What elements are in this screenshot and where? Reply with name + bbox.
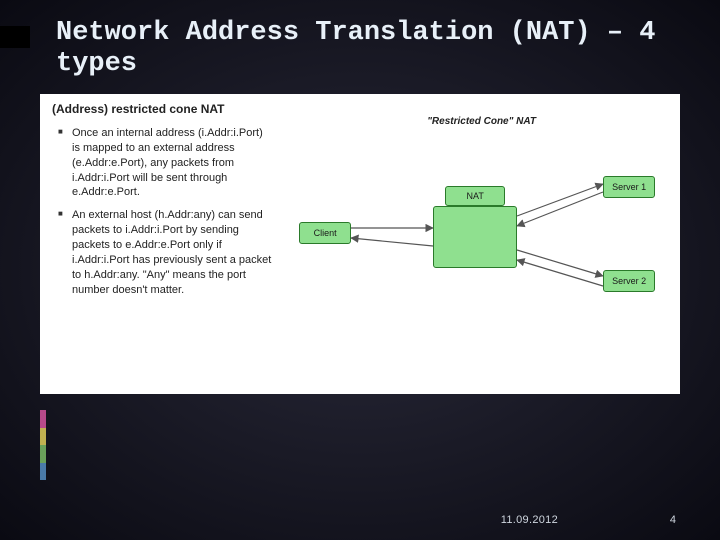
- diagram-title: "Restricted Cone" NAT: [427, 116, 536, 127]
- content-subheading: (Address) restricted cone NAT: [52, 102, 273, 116]
- diagram-column: "Restricted Cone" NAT Client NAT Server 1 S…: [283, 94, 680, 394]
- side-color-stripes: [40, 410, 46, 480]
- bullet-item: Once an internal address (i.Addr:i.Port)…: [58, 126, 273, 200]
- side-stripe: [40, 445, 46, 463]
- side-stripe: [40, 463, 46, 481]
- diagram-node-server2: Server 2: [603, 270, 655, 292]
- diagram-edge: [351, 238, 433, 246]
- bullet-list: Once an internal address (i.Addr:i.Port)…: [52, 126, 273, 297]
- diagram-node-nat: NAT: [445, 186, 505, 206]
- diagram-edge: [517, 184, 603, 216]
- footer-date: 11.09.2012: [501, 514, 558, 526]
- footer-page-number: 4: [658, 514, 676, 526]
- diagram-edge: [517, 250, 603, 276]
- side-stripe: [40, 428, 46, 446]
- diagram-edge: [517, 192, 603, 226]
- diagram-node-client: Client: [299, 222, 351, 244]
- bullet-item: An external host (h.Addr:any) can send p…: [58, 208, 273, 297]
- nat-diagram: Client NAT Server 1 Server 2: [293, 134, 670, 354]
- slide-title: Network Address Translation (NAT) – 4 ty…: [56, 18, 680, 80]
- diagram-edge: [517, 260, 603, 286]
- content-card: (Address) restricted cone NAT Once an in…: [40, 94, 680, 394]
- diagram-node-natbody: [433, 206, 517, 268]
- side-stripe: [40, 410, 46, 428]
- slide-footer: 11.09.2012 4: [501, 514, 676, 526]
- text-column: (Address) restricted cone NAT Once an in…: [40, 94, 283, 394]
- diagram-node-server1: Server 1: [603, 176, 655, 198]
- title-area: Network Address Translation (NAT) – 4 ty…: [0, 0, 720, 88]
